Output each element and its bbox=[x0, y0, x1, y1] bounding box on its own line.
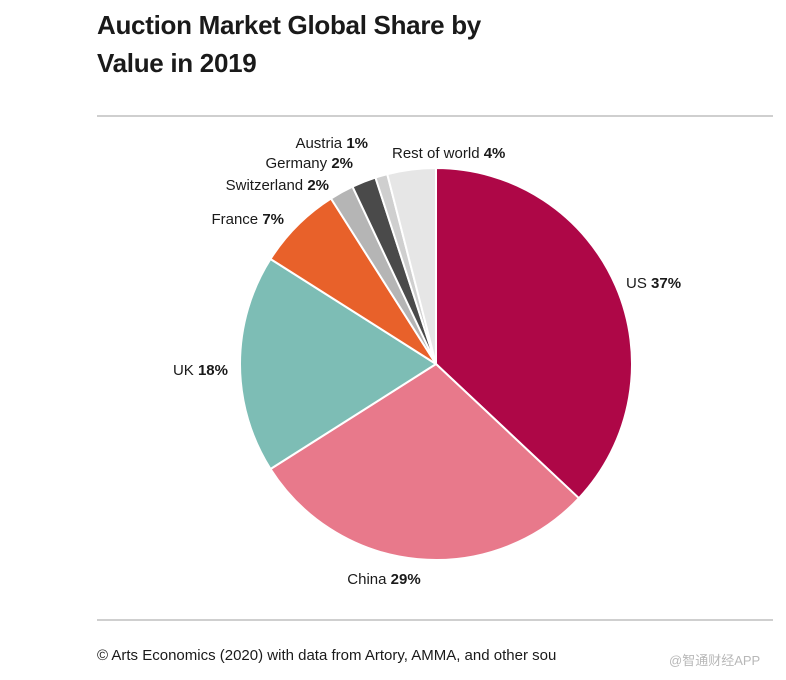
slice-label-switzerland: Switzerland 2% bbox=[226, 177, 329, 194]
slice-label-name: Austria bbox=[295, 135, 346, 152]
bottom-divider bbox=[97, 619, 773, 621]
chart-title-line-1: Auction Market Global Share by bbox=[97, 10, 481, 40]
slice-label-name: France bbox=[211, 211, 262, 228]
pie-labels: US 37% China 29% UK 18% France 7% Switzerlan… bbox=[173, 135, 681, 588]
pie-slice-uk bbox=[239, 257, 437, 471]
slice-label-value: 4% bbox=[484, 145, 506, 162]
chart-title-line-2: Value in 2019 bbox=[97, 48, 257, 78]
slice-label-us: US 37% bbox=[626, 275, 681, 292]
watermark: @智通财经APP bbox=[669, 653, 761, 668]
slice-label-name: China bbox=[347, 571, 390, 588]
slice-label-name: US bbox=[626, 275, 651, 292]
slice-label-france: France 7% bbox=[211, 211, 284, 228]
slice-label-name: Germany bbox=[265, 155, 331, 172]
chart-title: Auction Market Global Share by Value in … bbox=[97, 6, 657, 82]
slice-label-uk: UK 18% bbox=[173, 362, 228, 379]
slice-label-value: 18% bbox=[198, 362, 228, 379]
slice-label-value: 29% bbox=[391, 571, 421, 588]
top-divider bbox=[97, 115, 773, 117]
slice-label-germany: Germany 2% bbox=[265, 155, 353, 172]
slice-label-name: Switzerland bbox=[226, 177, 308, 194]
slice-label-value: 37% bbox=[651, 275, 681, 292]
slice-label-china: China 29% bbox=[347, 571, 420, 588]
source-note: © Arts Economics (2020) with data from A… bbox=[97, 647, 557, 664]
slice-label-name: UK bbox=[173, 362, 198, 379]
slice-label-austria: Austria 1% bbox=[295, 135, 368, 152]
pie-slices bbox=[239, 167, 634, 561]
slice-label-rest-of-world: Rest of world 4% bbox=[392, 145, 505, 162]
slice-label-value: 2% bbox=[307, 177, 329, 194]
slice-label-value: 1% bbox=[346, 135, 368, 152]
slice-label-name: Rest of world bbox=[392, 145, 484, 162]
pie-slice-china bbox=[269, 363, 580, 561]
pie-slice-us bbox=[435, 167, 634, 500]
slice-label-value: 7% bbox=[262, 211, 284, 228]
slice-label-value: 2% bbox=[331, 155, 353, 172]
pie-slice-rest-of-world bbox=[386, 167, 437, 365]
